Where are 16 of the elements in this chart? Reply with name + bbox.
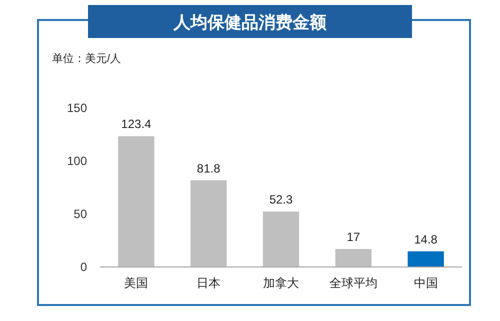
title: 人均保健品消费金额 — [174, 13, 326, 32]
x-tick-label: 中国 — [414, 276, 438, 290]
data-label: 52.3 — [269, 192, 293, 207]
data-label: 81.8 — [196, 161, 221, 176]
x-tick-label: 日本 — [196, 276, 221, 290]
data-label: 123.4 — [121, 117, 152, 132]
y-tick-label: 0 — [80, 260, 88, 274]
y-tick-label: 100 — [66, 154, 88, 168]
data-label: 17 — [346, 230, 360, 244]
y-tick-label: 50 — [74, 207, 88, 221]
y-tick-label: 150 — [66, 101, 88, 115]
x-tick-label: 全球平均 — [329, 276, 378, 290]
x-tick-label: 美国 — [124, 276, 148, 290]
x-tick-label: 加拿大 — [263, 276, 299, 290]
data-label: 14.8 — [414, 232, 438, 246]
annotation: 单位：美元/人 — [52, 53, 122, 65]
